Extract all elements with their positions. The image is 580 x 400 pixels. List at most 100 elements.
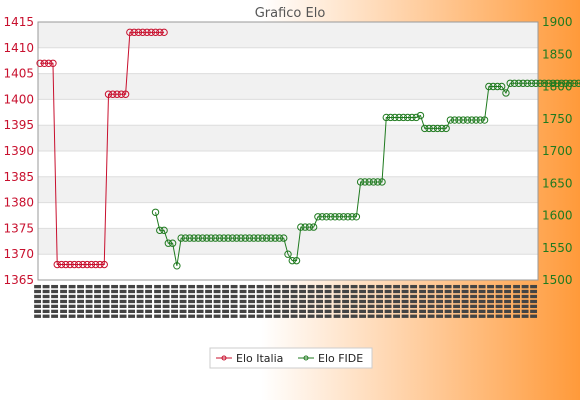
data-point bbox=[322, 213, 331, 221]
x-tick-mark: ▮▮▮▮▮▮▮ bbox=[349, 284, 359, 319]
data-point bbox=[288, 256, 296, 265]
data-point bbox=[356, 178, 365, 186]
y-left-tick-label: 1390 bbox=[3, 144, 34, 158]
data-point bbox=[177, 234, 185, 242]
legend-marker bbox=[303, 355, 309, 361]
data-point bbox=[361, 178, 369, 186]
x-tick-mark: ▮▮▮▮▮▮▮ bbox=[264, 284, 274, 319]
data-point bbox=[168, 239, 177, 247]
data-point bbox=[309, 223, 318, 231]
x-tick-mark: ▮▮▮▮▮▮▮ bbox=[255, 284, 265, 319]
x-tick-mark: ▮▮▮▮▮▮▮ bbox=[153, 284, 163, 319]
y-left-tick-label: 1365 bbox=[3, 273, 34, 287]
x-tick-mark: ▮▮▮▮▮▮▮ bbox=[324, 284, 334, 319]
data-point bbox=[130, 28, 138, 37]
grid-band bbox=[38, 228, 538, 255]
data-point bbox=[442, 124, 450, 133]
data-point bbox=[374, 178, 382, 186]
data-point bbox=[53, 260, 61, 269]
x-tick-mark: ▮▮▮▮▮▮▮ bbox=[178, 284, 188, 319]
data-point bbox=[314, 213, 322, 221]
data-point bbox=[391, 113, 399, 122]
plot-frame bbox=[37, 21, 539, 281]
data-point bbox=[186, 234, 194, 242]
data-point bbox=[489, 82, 497, 91]
x-tick-mark: ▮▮▮▮▮▮▮ bbox=[238, 284, 248, 319]
x-tick-mark: ▮▮▮▮▮▮▮ bbox=[512, 284, 522, 319]
data-point bbox=[455, 116, 463, 124]
data-point bbox=[104, 90, 113, 98]
data-point bbox=[297, 223, 305, 231]
data-point bbox=[463, 116, 472, 124]
data-point bbox=[215, 234, 224, 242]
data-point bbox=[574, 79, 580, 87]
data-point bbox=[156, 28, 164, 37]
data-point bbox=[164, 239, 173, 247]
x-tick-mark: ▮▮▮▮▮▮▮ bbox=[281, 284, 291, 319]
data-point bbox=[331, 213, 339, 221]
data-point bbox=[536, 79, 544, 87]
data-point bbox=[91, 260, 100, 269]
x-tick-mark: ▮▮▮▮▮▮▮ bbox=[84, 284, 94, 319]
data-point bbox=[566, 79, 574, 87]
data-point bbox=[151, 208, 160, 216]
data-point bbox=[438, 124, 446, 133]
x-tick-mark: ▮▮▮▮▮▮▮ bbox=[452, 284, 462, 319]
chart-title: Grafico Elo bbox=[255, 6, 326, 21]
data-point bbox=[450, 116, 459, 124]
data-point bbox=[267, 234, 275, 242]
data-point bbox=[352, 213, 361, 221]
data-point bbox=[540, 79, 549, 87]
grid-band bbox=[38, 73, 538, 100]
data-point bbox=[262, 234, 271, 242]
data-point bbox=[344, 213, 352, 221]
data-point bbox=[36, 59, 44, 67]
x-tick-mark: ▮▮▮▮▮▮▮ bbox=[67, 284, 77, 319]
data-point bbox=[44, 59, 53, 67]
y-left-tick-label: 1395 bbox=[3, 118, 34, 132]
data-point bbox=[506, 79, 514, 87]
data-point bbox=[570, 79, 579, 87]
data-point bbox=[562, 79, 570, 87]
data-point bbox=[382, 113, 390, 122]
x-tick-mark: ▮▮▮▮▮▮▮ bbox=[102, 284, 112, 319]
data-point bbox=[190, 234, 198, 242]
data-point bbox=[96, 260, 104, 269]
x-tick-mark: ▮▮▮▮▮▮▮ bbox=[307, 284, 317, 319]
x-tick-mark: ▮▮▮▮▮▮▮ bbox=[341, 284, 351, 319]
data-point bbox=[369, 178, 378, 186]
x-tick-mark: ▮▮▮▮▮▮▮ bbox=[358, 284, 368, 319]
x-tick-mark: ▮▮▮▮▮▮▮ bbox=[187, 284, 197, 319]
legend-item: Elo Italia bbox=[216, 352, 283, 365]
x-tick-mark: ▮▮▮▮▮▮▮ bbox=[221, 284, 231, 319]
x-tick-mark: ▮▮▮▮▮▮▮ bbox=[76, 284, 86, 319]
data-point bbox=[446, 116, 455, 124]
data-point bbox=[497, 82, 506, 91]
data-point bbox=[79, 260, 87, 269]
y-right-tick-label: 1700 bbox=[542, 144, 573, 158]
y-left-tick-label: 1370 bbox=[3, 247, 34, 261]
x-tick-mark: ▮▮▮▮▮▮▮ bbox=[503, 284, 513, 319]
grid-band bbox=[38, 125, 538, 151]
x-tick-mark: ▮▮▮▮▮▮▮ bbox=[486, 284, 496, 319]
data-point bbox=[549, 79, 557, 87]
x-tick-mark: ▮▮▮▮▮▮▮ bbox=[401, 284, 411, 319]
legend-label: Elo FIDE bbox=[318, 352, 363, 365]
data-point bbox=[523, 79, 532, 87]
data-point bbox=[74, 260, 83, 269]
y-right-tick-label: 1500 bbox=[542, 273, 573, 287]
data-point bbox=[181, 234, 190, 242]
data-point bbox=[476, 116, 485, 124]
data-point bbox=[203, 234, 211, 242]
data-point bbox=[62, 260, 70, 269]
legend-item: Elo FIDE bbox=[298, 352, 363, 365]
y-right-tick-label: 1550 bbox=[542, 241, 573, 255]
data-point bbox=[280, 234, 288, 242]
y-left-tick-label: 1380 bbox=[3, 196, 34, 210]
x-tick-mark: ▮▮▮▮▮▮▮ bbox=[290, 284, 300, 319]
data-point bbox=[220, 234, 228, 242]
data-point bbox=[284, 250, 292, 258]
x-tick-mark: ▮▮▮▮▮▮▮ bbox=[33, 284, 43, 319]
data-point bbox=[339, 213, 348, 221]
